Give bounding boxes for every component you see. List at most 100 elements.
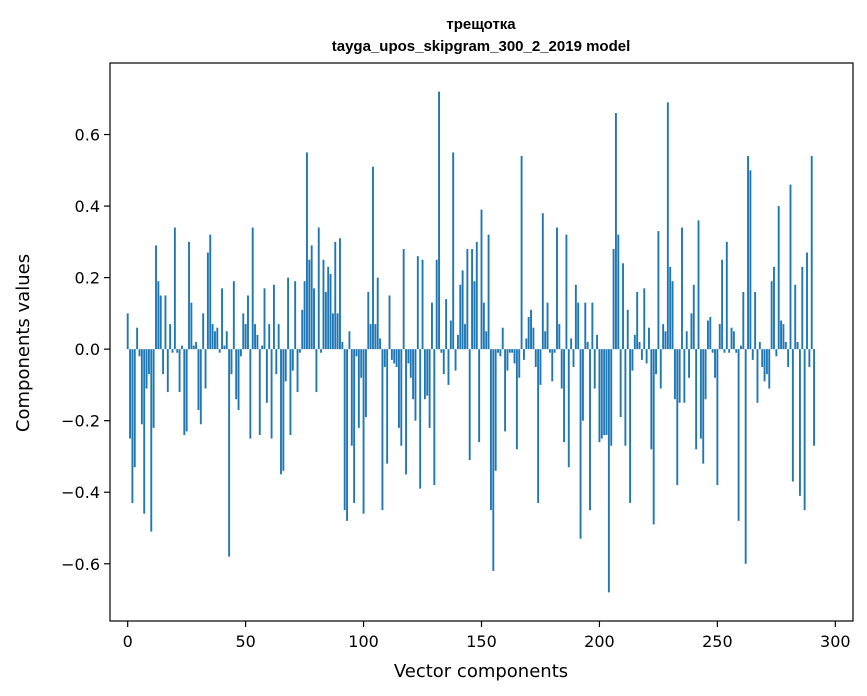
bar-140 <box>456 334 459 350</box>
bar-240 <box>692 284 695 350</box>
bar-123 <box>416 256 419 350</box>
bar-222 <box>650 349 653 450</box>
bar-169 <box>525 338 528 350</box>
bar-131 <box>435 259 438 350</box>
y-tick-label-4: 0.2 <box>75 269 100 288</box>
bar-113 <box>393 349 396 364</box>
bar-121 <box>412 349 415 400</box>
bar-110 <box>386 349 389 464</box>
bar-39 <box>218 349 221 353</box>
bar-271 <box>765 349 768 375</box>
bar-247 <box>709 316 712 350</box>
bar-49 <box>242 313 245 350</box>
bar-165 <box>515 349 518 450</box>
bar-105 <box>374 324 377 350</box>
bar-6 <box>140 349 143 425</box>
bar-114 <box>395 349 398 368</box>
bar-159 <box>501 327 504 350</box>
bar-163 <box>511 349 514 353</box>
bar-232 <box>673 349 676 400</box>
bar-211 <box>624 349 627 446</box>
bar-171 <box>530 309 532 350</box>
bar-282 <box>791 349 794 482</box>
bar-144 <box>466 249 469 350</box>
bar-81 <box>317 227 320 350</box>
bar-15 <box>162 349 165 375</box>
bar-226 <box>659 349 662 389</box>
bar-181 <box>553 349 556 353</box>
bar-63 <box>275 349 278 375</box>
bar-58 <box>263 288 266 350</box>
bar-261 <box>742 291 745 350</box>
bar-93 <box>346 349 348 521</box>
x-tick-label-4: 200 <box>584 632 615 651</box>
x-axis: 0 50 100 150 200 250 300 <box>123 621 851 651</box>
bar-125 <box>421 259 424 350</box>
bar-4 <box>136 327 139 350</box>
bar-262 <box>744 349 747 564</box>
bar-204 <box>607 349 610 593</box>
bar-219 <box>643 288 646 350</box>
bar-252 <box>721 259 724 350</box>
bar-57 <box>261 345 264 350</box>
bar-42 <box>225 331 228 350</box>
bar-109 <box>383 349 386 368</box>
bar-241 <box>695 349 698 450</box>
bar-228 <box>664 331 667 350</box>
bar-77 <box>308 259 311 350</box>
bar-62 <box>272 284 275 350</box>
bar-173 <box>534 349 537 368</box>
bar-94 <box>348 331 351 350</box>
bar-189 <box>572 349 575 368</box>
bar-161 <box>506 349 509 371</box>
bar-263 <box>747 156 749 350</box>
bar-151 <box>482 302 485 350</box>
bar-153 <box>487 234 490 350</box>
bar-221 <box>648 327 650 350</box>
bar-104 <box>372 166 374 350</box>
bar-191 <box>577 302 580 350</box>
bar-35 <box>209 234 212 350</box>
bar-34 <box>206 252 209 350</box>
bar-166 <box>518 349 521 378</box>
chart-title: трещотка <box>446 16 516 33</box>
bar-187 <box>567 349 570 468</box>
bar-99 <box>360 349 363 378</box>
bar-115 <box>398 349 400 428</box>
bar-30 <box>197 349 200 410</box>
bar-135 <box>445 299 448 350</box>
y-tick-label-0: −0.6 <box>61 555 100 574</box>
bar-174 <box>537 349 540 503</box>
bar-41 <box>223 345 226 350</box>
bar-254 <box>725 241 728 350</box>
bar-215 <box>633 334 636 350</box>
bar-283 <box>794 284 797 350</box>
bar-92 <box>343 349 346 511</box>
bar-3 <box>133 349 136 468</box>
bar-148 <box>475 241 478 350</box>
bar-66 <box>282 349 285 471</box>
bar-83 <box>322 259 325 350</box>
bar-120 <box>409 349 412 378</box>
bar-32 <box>202 313 205 350</box>
bar-210 <box>622 263 624 350</box>
bar-128 <box>428 349 431 428</box>
bar-180 <box>551 349 554 382</box>
bar-239 <box>690 313 693 350</box>
bar-series <box>126 91 816 593</box>
bar-7 <box>143 349 146 514</box>
bar-233 <box>676 349 679 486</box>
bar-265 <box>751 349 754 360</box>
bar-132 <box>438 91 440 350</box>
bar-168 <box>523 349 525 360</box>
bar-112 <box>390 349 393 360</box>
bar-152 <box>485 331 488 350</box>
bar-286 <box>801 266 804 350</box>
x-tick-label-1: 50 <box>235 632 255 651</box>
bar-129 <box>431 302 433 350</box>
bar-172 <box>532 327 535 350</box>
bar-36 <box>211 324 214 350</box>
bar-116 <box>400 349 403 446</box>
bar-176 <box>541 213 544 350</box>
bar-134 <box>442 349 445 375</box>
